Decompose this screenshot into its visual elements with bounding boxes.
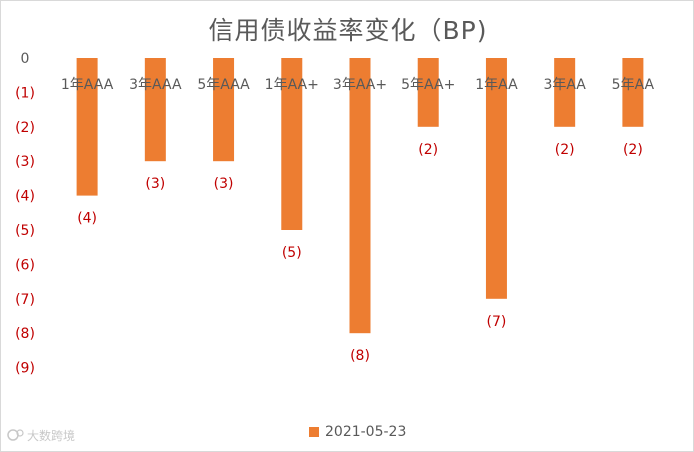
bar xyxy=(76,58,98,196)
y-tick-label: (2) xyxy=(15,120,35,136)
x-tick-label: 1年AA xyxy=(475,77,518,93)
x-tick-label: 1年AAA xyxy=(61,77,114,93)
y-tick-label: (5) xyxy=(15,223,35,239)
x-tick-label: 3年AA xyxy=(543,77,586,93)
legend-swatch xyxy=(309,427,319,437)
data-label: (2) xyxy=(623,142,643,158)
data-label: (8) xyxy=(350,348,370,364)
data-label: (2) xyxy=(418,142,438,158)
x-tick-label: 5年AA xyxy=(612,77,655,93)
y-tick-label: (4) xyxy=(15,189,35,205)
y-tick-label: (9) xyxy=(15,361,35,377)
y-tick-label: (1) xyxy=(15,85,35,101)
bar xyxy=(622,58,644,127)
data-label: (4) xyxy=(77,211,97,227)
x-tick-label: 3年AAA xyxy=(129,77,182,93)
watermark: 大数跨境 xyxy=(7,427,75,444)
data-label: (2) xyxy=(555,142,575,158)
chart-title: 信用债收益率变化（BP) xyxy=(208,16,488,45)
bar xyxy=(144,58,166,162)
data-label: (5) xyxy=(282,245,302,261)
y-tick-label: (3) xyxy=(15,154,35,170)
bar xyxy=(485,58,507,299)
legend-label: 2021-05-23 xyxy=(325,424,407,440)
data-label: (7) xyxy=(487,314,507,330)
bar xyxy=(554,58,576,127)
x-tick-label: 5年AAA xyxy=(197,77,250,93)
data-label: (3) xyxy=(145,176,165,192)
bar xyxy=(281,58,303,230)
y-tick-label: (6) xyxy=(15,257,35,273)
data-label: (3) xyxy=(214,176,234,192)
y-tick-label: (8) xyxy=(15,326,35,342)
bar xyxy=(349,58,371,334)
watermark-text: 大数跨境 xyxy=(27,429,76,443)
bar xyxy=(213,58,235,162)
bar xyxy=(417,58,439,127)
watermark-logo xyxy=(7,429,24,441)
y-tick-label: 0 xyxy=(21,51,30,67)
x-tick-label: 3年AA+ xyxy=(333,77,387,93)
x-tick-label: 1年AA+ xyxy=(265,77,319,93)
legend: 2021-05-23 xyxy=(309,422,406,442)
y-tick-label: (7) xyxy=(15,292,35,308)
x-tick-label: 5年AA+ xyxy=(401,77,455,93)
